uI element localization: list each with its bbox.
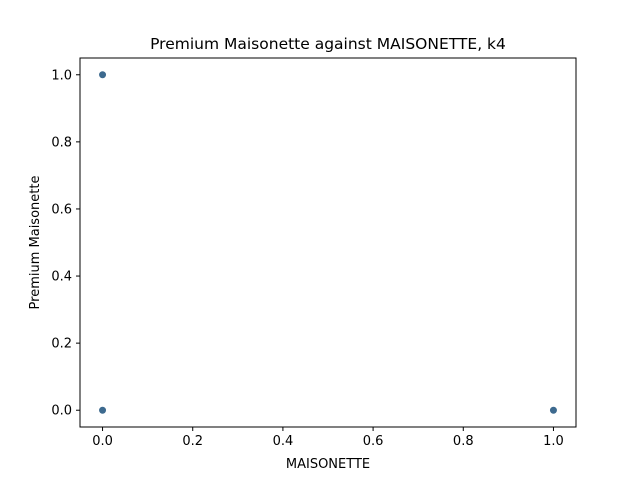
x-tick-label: 0.2 — [182, 434, 203, 449]
chart-title: Premium Maisonette against MAISONETTE, k… — [150, 35, 506, 53]
y-tick-label: 0.0 — [51, 404, 72, 419]
y-tick-label: 0.8 — [51, 135, 72, 150]
plot-frame — [79, 57, 577, 428]
x-axis: 0.0 0.2 0.4 0.6 0.8 1.0 — [92, 427, 564, 449]
scatter-point — [549, 406, 557, 414]
y-tick-label: 0.2 — [51, 337, 72, 352]
y-tick-label: 0.4 — [51, 270, 72, 285]
x-tick-label: 0.0 — [92, 434, 113, 449]
y-tick-label: 1.0 — [51, 68, 72, 83]
x-tick-label: 0.8 — [453, 434, 474, 449]
y-tick-label: 0.6 — [51, 202, 72, 217]
y-axis-label: Premium Maisonette — [28, 176, 43, 310]
plot-area — [79, 57, 577, 428]
x-axis-label: MAISONETTE — [286, 457, 370, 472]
data-points — [99, 71, 557, 414]
scatter-point — [99, 71, 107, 79]
x-tick-label: 0.4 — [273, 434, 294, 449]
x-tick-label: 1.0 — [543, 434, 564, 449]
y-axis: 0.0 0.2 0.4 0.6 0.8 1.0 — [51, 68, 80, 419]
scatter-point — [99, 406, 107, 414]
x-tick-label: 0.6 — [363, 434, 384, 449]
